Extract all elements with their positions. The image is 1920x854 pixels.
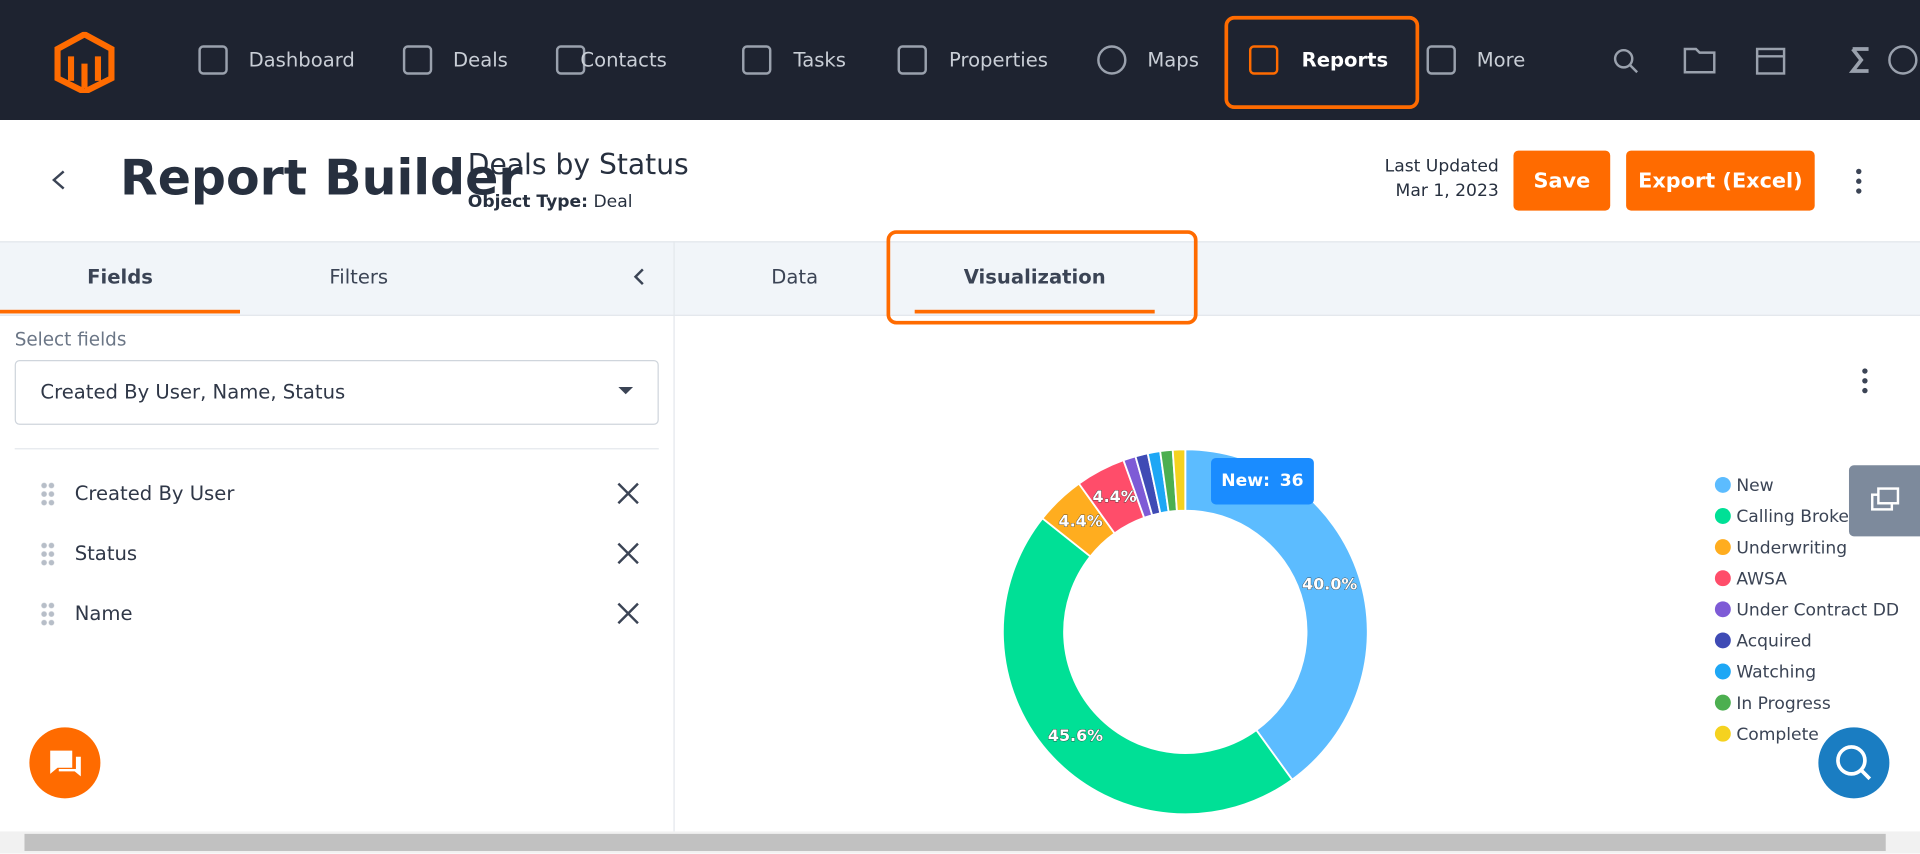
object-type: Object Type: Deal	[468, 192, 633, 212]
donut-slice	[1171, 448, 1187, 512]
scrollbar-thumb	[24, 833, 1886, 852]
legend-label: Calling Broker	[1736, 507, 1857, 527]
drag-handle	[40, 481, 56, 506]
last-updated-date: Mar 1, 2023	[1395, 181, 1499, 201]
filters-tab[interactable]: Filters	[329, 265, 389, 289]
search-help-button[interactable]	[1818, 727, 1890, 799]
nav-icon	[402, 45, 433, 75]
object-type-label: Object Type:	[467, 192, 589, 212]
nav-icon	[555, 45, 586, 75]
chat-button[interactable]	[29, 727, 101, 799]
save-button[interactable]: Save	[1513, 150, 1611, 211]
top-nav	[0, 0, 1920, 121]
legend-label: Complete	[1736, 725, 1819, 745]
nav-item[interactable]: Maps	[1147, 48, 1199, 72]
toolbar-icons	[1613, 45, 1918, 75]
drag-handle	[40, 601, 56, 626]
tooltip-label: New:	[1221, 471, 1270, 492]
data-label: 4.4%	[1093, 487, 1137, 506]
donut-slice	[1001, 517, 1294, 816]
remove-button[interactable]	[616, 541, 640, 565]
legend-marker	[1714, 663, 1731, 680]
nav-icon	[897, 45, 927, 75]
legend-label: New	[1736, 476, 1773, 496]
nav-item[interactable]: Deals	[453, 48, 508, 72]
legend-label: AWSA	[1736, 569, 1787, 589]
last-updated: Last Updated Mar 1, 2023	[1385, 157, 1499, 201]
legend-marker	[1714, 601, 1731, 618]
field-select[interactable]	[14, 360, 659, 425]
legend-label: Acquired	[1736, 632, 1811, 652]
legend-label: Under Contract DD	[1736, 601, 1899, 621]
nav-item[interactable]: Dashboard	[248, 48, 355, 72]
kebab-menu[interactable]	[1849, 167, 1869, 196]
scrollbar	[0, 831, 1920, 854]
nav-item[interactable]: More	[1476, 48, 1526, 72]
data-label: 45.6%	[1048, 726, 1103, 745]
legend-marker	[1714, 632, 1731, 649]
legend-marker	[1714, 476, 1731, 493]
export-button[interactable]: Export (Excel)	[1626, 150, 1815, 211]
side-button[interactable]	[1848, 465, 1920, 537]
dropdown-arrow	[618, 386, 634, 395]
nav-item[interactable]: Tasks	[793, 48, 846, 72]
field-item: Status	[74, 541, 138, 566]
visualization-tab[interactable]: Visualization	[963, 265, 1106, 289]
nav-icon	[198, 45, 228, 75]
page-title: Report Builder	[120, 150, 523, 207]
remove-button[interactable]	[616, 481, 640, 505]
last-updated-label: Last Updated	[1384, 156, 1499, 177]
select-value: Created By User, Name, Status	[40, 380, 346, 404]
nav-icon	[742, 45, 772, 75]
data-tab[interactable]: Data	[771, 265, 819, 289]
highlight-box	[886, 230, 1198, 325]
legend-marker	[1714, 570, 1731, 587]
nav-icon	[1426, 45, 1456, 75]
divider	[14, 448, 659, 450]
back-button[interactable]	[47, 168, 71, 192]
nav-item[interactable]: Contacts	[580, 48, 667, 72]
field-item: Name	[74, 601, 133, 626]
nav-item[interactable]: Properties	[948, 48, 1048, 72]
object-type-value: Deal	[593, 192, 633, 212]
tab-bar	[0, 241, 1920, 316]
data-label: 40.0%	[1302, 575, 1357, 594]
data-label: 4.4%	[1059, 511, 1103, 530]
highlight-box	[1224, 15, 1420, 109]
legend-marker	[1714, 725, 1731, 742]
remove-button[interactable]	[616, 601, 640, 625]
collapse-button[interactable]	[629, 266, 649, 288]
tab-underline	[914, 309, 1155, 314]
logo	[54, 31, 115, 94]
tab-underline	[0, 309, 241, 314]
legend-marker	[1714, 508, 1731, 524]
legend-label: In Progress	[1736, 694, 1831, 714]
panel-divider	[673, 241, 675, 832]
fields-tab[interactable]: Fields	[87, 265, 153, 289]
legend-label: Watching	[1736, 663, 1816, 683]
tooltip-value: 36	[1279, 471, 1304, 492]
legend-label: Underwriting	[1736, 538, 1847, 558]
report-name: Deals by Status	[467, 149, 689, 182]
legend-marker	[1714, 694, 1731, 711]
select-label: Select fields	[14, 328, 127, 351]
drag-handle	[40, 541, 56, 566]
tooltip: New: 36	[1211, 457, 1314, 505]
legend-marker	[1714, 539, 1731, 556]
nav-icon	[1097, 45, 1127, 75]
nav-item[interactable]: Reports	[1301, 48, 1389, 72]
field-item: Created By User	[74, 481, 235, 506]
nav-icon	[1248, 45, 1279, 75]
